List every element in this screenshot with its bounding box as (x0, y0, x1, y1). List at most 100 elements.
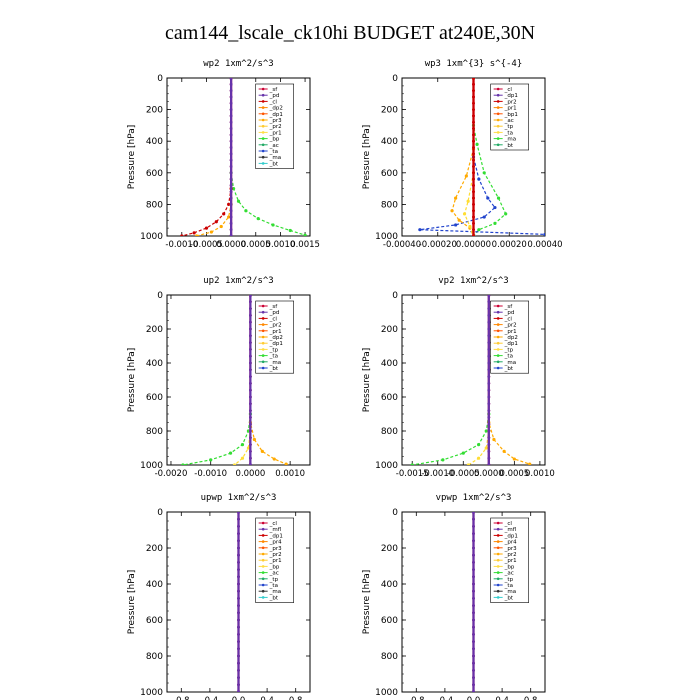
legend-entry: _pr1 (504, 106, 517, 112)
series-point (219, 224, 223, 229)
legend-entry: _cl (269, 521, 278, 527)
series-point (249, 368, 252, 372)
series-point (472, 127, 475, 130)
series-point (502, 449, 506, 453)
legend-entry: _ac (269, 571, 279, 577)
series-line-tp (419, 78, 545, 235)
y-tick-label: 0 (392, 291, 398, 301)
series-point (249, 361, 252, 365)
legend-entry: _sf (269, 87, 279, 93)
series-point (472, 177, 475, 181)
legend-entry: _pr2 (269, 323, 282, 329)
series-point (180, 234, 184, 236)
y-tick-label: 0 (157, 508, 163, 518)
legend-entry: _dp1 (504, 341, 518, 347)
y-axis-label: Pressure [hPa] (362, 570, 372, 635)
x-tick-label: -0.00040 (383, 240, 421, 250)
series-point (192, 231, 196, 235)
series-point (249, 443, 252, 446)
x-tick-label: 0.0005 (241, 240, 271, 250)
series-point (303, 233, 307, 236)
legend-marker (496, 571, 500, 574)
y-tick-label: 1000 (140, 232, 163, 242)
series-point (487, 348, 491, 351)
series-point (229, 158, 233, 162)
series-point (229, 78, 233, 80)
series-point (229, 101, 233, 105)
legend-marker (496, 534, 500, 537)
x-tick-label: -0.4 (202, 696, 219, 700)
series-point (487, 327, 491, 331)
x-tick-label: -0.00020 (419, 240, 457, 250)
series-line-dp1 (181, 78, 232, 236)
series-group (418, 78, 545, 236)
x-tick-label: 0.0010 (525, 469, 555, 479)
legend-entry: _tp (504, 347, 514, 353)
series-point (231, 187, 236, 191)
x-tick-label: -0.0015 (396, 469, 429, 479)
series-point (272, 457, 276, 461)
legend-entry: _cl (504, 316, 513, 322)
x-tick-label: 0.0000 (216, 240, 246, 250)
series-point (237, 654, 240, 658)
series-point (472, 618, 475, 622)
legend-marker (261, 527, 265, 531)
legend-marker (261, 100, 265, 103)
series-point (209, 230, 213, 234)
y-axis-label: Pressure [hPa] (362, 348, 372, 413)
series-point (237, 525, 240, 528)
series-point (237, 546, 240, 550)
series-point (237, 597, 240, 600)
series-point (256, 217, 260, 221)
y-tick-label: 200 (381, 106, 398, 116)
series-point (240, 456, 245, 460)
x-tick-label: -0.8 (173, 696, 190, 700)
series-point (204, 226, 209, 230)
series-point (487, 388, 491, 392)
series-point (487, 409, 491, 412)
series-point (528, 462, 532, 465)
series-line-pr2 (451, 78, 475, 236)
legend-marker (496, 112, 500, 116)
legend-marker (496, 583, 500, 587)
legend-marker (496, 310, 500, 314)
x-tick-label: 0.8 (289, 696, 303, 700)
series-point (472, 209, 475, 213)
legend-entry: _mfl (269, 527, 282, 533)
series-point (487, 354, 491, 358)
legend-marker (261, 546, 265, 550)
legend-marker (261, 162, 265, 165)
series-point (487, 450, 491, 453)
x-tick-label: 0.4 (260, 696, 274, 700)
legend-marker (261, 335, 265, 339)
legend-entry: _dp1 (269, 112, 283, 118)
series-point (249, 436, 252, 440)
y-tick-label: 200 (381, 544, 398, 554)
legend-entry: _pr1 (269, 558, 282, 564)
x-tick-label: 0.0010 (266, 240, 296, 250)
series-point (249, 320, 252, 324)
series-point (249, 348, 252, 351)
legend-marker (261, 348, 265, 351)
legend-marker (261, 87, 265, 91)
y-axis-label: Pressure [hPa] (127, 125, 137, 190)
series-point (229, 177, 233, 181)
y-tick-label: 1000 (375, 688, 398, 698)
legend-entry: _bt (269, 595, 279, 601)
series-point (237, 517, 240, 521)
x-tick-label: 0.0000 (474, 469, 504, 479)
series-point (462, 212, 467, 216)
series-point (284, 462, 288, 465)
series-line-dp1 (182, 295, 251, 465)
legend-entry: _sf (269, 304, 279, 310)
series-point (237, 575, 240, 579)
series-point (237, 647, 240, 651)
legend-entry: _tp (504, 124, 514, 130)
legend-entry: _dp2 (269, 106, 283, 112)
series-point (229, 133, 233, 137)
series-point (227, 202, 231, 206)
x-tick-label: 0.00020 (492, 240, 527, 250)
series-point (229, 209, 233, 213)
series-point (487, 361, 491, 365)
series-point (472, 582, 475, 586)
